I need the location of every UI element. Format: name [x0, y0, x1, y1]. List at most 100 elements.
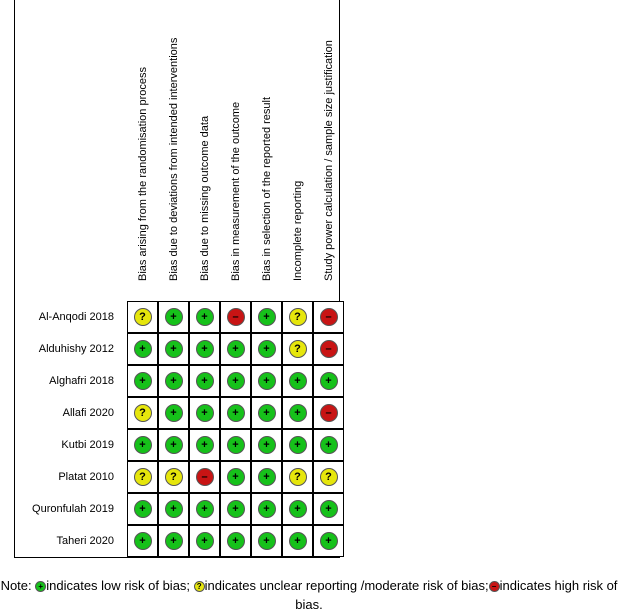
low-risk-icon: +: [226, 500, 245, 518]
low-risk-icon: +: [195, 436, 214, 454]
low-risk-icon: +: [257, 404, 276, 422]
rating-cell: +: [220, 429, 251, 461]
rating-cell: +: [158, 493, 189, 525]
domain-header-label: Bias in selection of the reported result: [260, 96, 273, 281]
rating-cell: +: [158, 525, 189, 557]
rating-cell: ?: [127, 397, 158, 429]
low-risk-icon: +: [164, 404, 183, 422]
rating-cell: ?: [158, 461, 189, 493]
low-risk-icon: +: [164, 500, 183, 518]
rating-cell: ?: [127, 301, 158, 333]
risk-of-bias-table: Bias arising from the randomisation proc…: [14, 0, 344, 558]
unclear-risk-icon: ?: [288, 308, 307, 326]
rating-cell: +: [251, 301, 282, 333]
low-risk-icon: +: [257, 436, 276, 454]
rating-cell: +: [282, 525, 313, 557]
rating-cell: ?: [282, 333, 313, 365]
low-risk-icon: +: [164, 340, 183, 358]
rating-cell: +: [127, 493, 158, 525]
high-risk-icon: –: [488, 581, 500, 592]
rating-cell: –: [313, 333, 344, 365]
high-risk-icon: –: [226, 308, 245, 326]
rating-cell: –: [313, 301, 344, 333]
low-risk-icon: +: [257, 340, 276, 358]
rating-cell: +: [158, 429, 189, 461]
study-label: Allafi 2020: [62, 407, 114, 419]
rating-cell: +: [251, 525, 282, 557]
rating-cell: +: [189, 397, 220, 429]
unclear-risk-icon: ?: [288, 340, 307, 358]
rating-cell: +: [127, 525, 158, 557]
rating-cell: +: [127, 333, 158, 365]
low-risk-icon: +: [288, 436, 307, 454]
low-risk-icon: +: [288, 532, 307, 550]
low-risk-icon: +: [319, 532, 338, 550]
low-risk-icon: +: [319, 436, 338, 454]
rating-cell: +: [220, 365, 251, 397]
rating-cell: +: [220, 461, 251, 493]
low-risk-icon: +: [133, 500, 152, 518]
domain-header: Bias arising from the randomisation proc…: [127, 10, 158, 295]
rating-cell: –: [189, 461, 220, 493]
note-high-text: indicates high risk of bias.: [295, 578, 618, 612]
rating-cell: ?: [127, 461, 158, 493]
rating-cell: +: [282, 365, 313, 397]
low-risk-icon: +: [288, 372, 307, 390]
low-risk-icon: +: [319, 372, 338, 390]
high-risk-icon: –: [319, 340, 338, 358]
rating-cell: –: [313, 397, 344, 429]
low-risk-icon: +: [35, 581, 47, 592]
rating-cell: +: [313, 429, 344, 461]
high-risk-icon: –: [319, 308, 338, 326]
domain-header: Bias due to deviations from intended int…: [158, 10, 189, 295]
rating-cell: ?: [282, 461, 313, 493]
rating-cell: ?: [313, 461, 344, 493]
rating-cell: +: [220, 525, 251, 557]
rating-cell: +: [189, 333, 220, 365]
rating-cell: +: [220, 333, 251, 365]
rating-cell: +: [282, 493, 313, 525]
unclear-risk-icon: ?: [133, 468, 152, 486]
rating-cell: +: [220, 493, 251, 525]
rating-cell: +: [127, 365, 158, 397]
rating-cell: +: [189, 493, 220, 525]
rating-cell: +: [220, 397, 251, 429]
unclear-risk-icon: ?: [193, 581, 205, 592]
note-unclear-text: indicates unclear reporting /moderate ri…: [204, 578, 489, 593]
rating-cell: +: [313, 525, 344, 557]
domain-header: Bias in selection of the reported result: [251, 10, 282, 295]
rating-cell: +: [251, 493, 282, 525]
low-risk-icon: +: [226, 532, 245, 550]
low-risk-icon: +: [133, 436, 152, 454]
low-risk-icon: +: [195, 500, 214, 518]
low-risk-icon: +: [133, 372, 152, 390]
note-prefix: Note:: [0, 578, 36, 593]
low-risk-icon: +: [288, 404, 307, 422]
rating-cell: +: [158, 301, 189, 333]
rating-cell: +: [251, 461, 282, 493]
low-risk-icon: +: [164, 436, 183, 454]
rating-cell: +: [282, 397, 313, 429]
rating-cell: +: [189, 429, 220, 461]
domain-header: Bias due to missing outcome data: [189, 10, 220, 295]
study-label: Alduhishy 2012: [38, 343, 114, 355]
low-risk-icon: +: [226, 468, 245, 486]
rating-cell: +: [282, 429, 313, 461]
low-risk-icon: +: [226, 340, 245, 358]
high-risk-icon: –: [319, 404, 338, 422]
low-risk-icon: +: [257, 308, 276, 326]
low-risk-icon: +: [164, 308, 183, 326]
low-risk-icon: +: [164, 532, 183, 550]
low-risk-icon: +: [133, 340, 152, 358]
unclear-risk-icon: ?: [164, 468, 183, 486]
rating-cell: +: [251, 429, 282, 461]
low-risk-icon: +: [226, 372, 245, 390]
domain-header-label: Bias arising from the randomisation proc…: [136, 67, 149, 281]
low-risk-icon: +: [257, 468, 276, 486]
domain-header-label: Incomplete reporting: [291, 180, 304, 281]
study-label: Kutbi 2019: [61, 439, 114, 451]
rating-cell: +: [189, 525, 220, 557]
domain-header-label: Study power calculation / sample size ju…: [322, 40, 335, 281]
domain-header-label: Bias in measurement of the outcome: [229, 101, 242, 281]
rating-cell: +: [127, 429, 158, 461]
